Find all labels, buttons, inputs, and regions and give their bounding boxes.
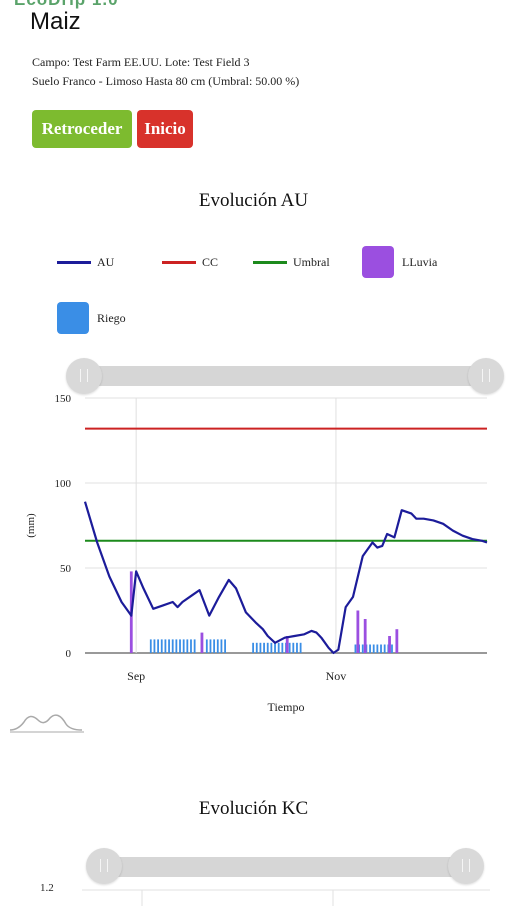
x-axis-label: Tiempo [268,700,305,714]
au-slider-handle-left[interactable] [66,358,102,394]
legend-au[interactable]: AU [57,255,114,270]
legend-riego-label: Riego [97,310,126,325]
riego-bar [255,642,258,653]
back-button[interactable]: Retroceder [32,110,132,148]
legend-umbral[interactable]: Umbral [253,255,330,270]
chart-title-au: Evolución AU [198,190,309,211]
legend-cc-line [162,261,196,264]
riego-bar [149,639,152,653]
lluvia-bar [363,619,367,653]
riego-bar [153,639,156,653]
legend-lluvia[interactable]: LLuvia [362,246,437,278]
y-tick-50: 50 [60,563,72,575]
riego-bar [391,644,393,653]
riego-bar [179,639,181,653]
lluvia-bar [200,632,204,653]
riego-bar [171,639,174,653]
riego-bar [299,642,302,653]
riego-bar [263,642,265,653]
riego-bar [274,642,276,653]
legend-cc-label: CC [202,255,219,269]
riego-bar [296,642,298,653]
lluvia-bar [356,610,360,653]
app-title-partial: EcoDrip 1.0 [14,0,119,10]
riego-bar [168,639,170,653]
riego-bar [277,642,280,653]
riego-bar [372,644,375,653]
riego-bar [252,642,255,653]
lluvia-bar [395,629,399,653]
legend-umbral-line [253,261,287,264]
riego-bar [259,642,262,653]
lluvia-bar [388,636,391,653]
au-slider-track[interactable] [80,366,490,386]
soil-info: Suelo Franco - Limoso Hasta 80 cm (Umbra… [32,74,300,88]
riego-bar [224,639,226,653]
y-tick-100: 100 [55,478,72,490]
riego-bar [354,644,357,653]
y-tick-150: 150 [55,393,72,405]
legend-riego-box [57,302,89,334]
au-chart: 0 50 100 150 Sep Nov Tiempo (mm) [25,393,488,714]
riego-bar [270,642,273,653]
crop-title: Maiz [30,8,81,35]
riego-bar [288,642,291,653]
legend-au-line [57,261,91,264]
riego-bar [292,642,295,653]
riego-bar [220,639,223,653]
lluvia-bar [285,636,289,653]
chart-title-kc: Evolución KC [198,798,309,819]
legend-cc[interactable]: CC [162,255,218,270]
riego-bar [216,639,219,653]
riego-bar [380,644,382,653]
riego-bar [361,644,364,653]
riego-bar [186,639,189,653]
legend-au-label: AU [97,255,115,269]
riego-bar [193,639,196,653]
y-tick-0: 0 [66,648,72,660]
legend-umbral-label: Umbral [293,255,330,269]
y-axis-label: (mm) [25,513,37,538]
home-button[interactable]: Inicio [137,110,193,148]
x-tick-sep: Sep [127,669,145,683]
kc-slider-handle-left[interactable] [86,848,122,884]
riego-bar [160,639,163,653]
x-tick-nov: Nov [326,669,347,683]
riego-bar [376,644,379,653]
riego-bar [175,639,178,653]
riego-bar [266,642,269,653]
kc-slider-handle-right[interactable] [448,848,484,884]
au-slider-handle-right[interactable] [468,358,504,394]
riego-bar [157,639,159,653]
riego-bar [205,639,208,653]
riego-bar [182,639,185,653]
riego-bar [190,639,192,653]
riego-bar [383,644,386,653]
legend-lluvia-box [362,246,394,278]
riego-bar [369,644,371,653]
riego-bar [164,639,167,653]
kc-slider-track[interactable] [100,857,470,877]
riego-bar [213,639,216,653]
au-line [83,501,488,655]
kc-chart-top [82,889,490,906]
legend-riego[interactable]: Riego [57,302,126,334]
kc-y-tick: 1.2 [40,882,54,894]
riego-bar [281,642,284,653]
legend-lluvia-label: LLuvia [402,254,438,269]
field-info: Campo: Test Farm EE.UU. Lote: Test Field… [32,55,250,69]
riego-bar [209,639,212,653]
chart-overview-icon[interactable] [8,708,88,738]
